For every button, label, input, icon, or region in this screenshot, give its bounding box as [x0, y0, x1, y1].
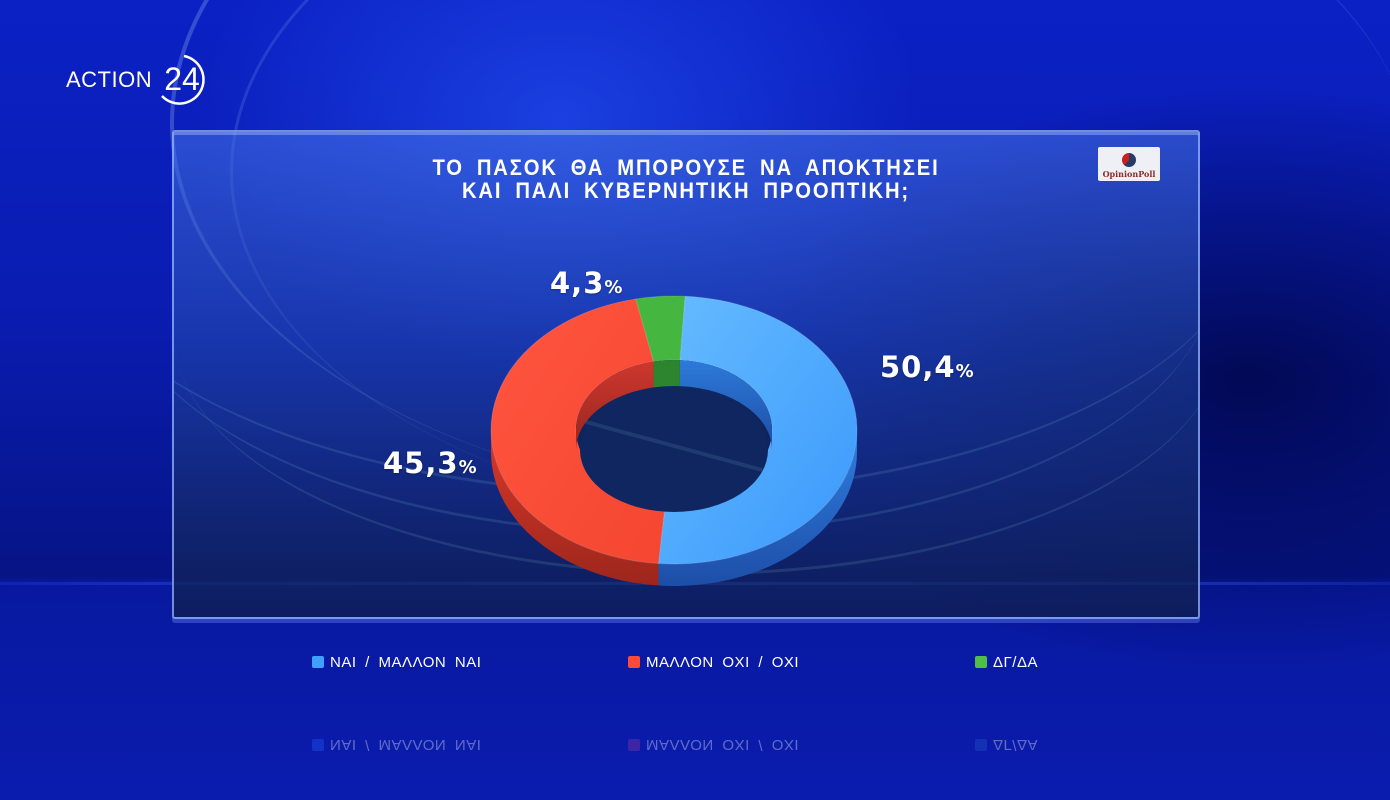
donut-inner-wall: [576, 361, 654, 450]
donut-side-wall: [491, 430, 659, 586]
svg-text:24: 24: [164, 61, 200, 97]
logo-24-circle-icon: 24: [161, 54, 205, 105]
legend-reflection-label: ΝΑΙ / ΜΑΛΛΟΝ ΝΑΙ: [330, 736, 482, 754]
value-percent: %: [955, 361, 975, 382]
legend-reflection-label: ΜΑΛΛΟΝ ΟΧΙ / ΟΧΙ: [646, 736, 800, 754]
legend-item-no: ΜΑΛΛΟΝ ΟΧΙ / ΟΧΙ: [628, 653, 800, 671]
hole-light-streak: [585, 420, 763, 472]
donut-group: [490, 295, 858, 586]
logo-text: ACTION: [66, 67, 153, 92]
legend-swatch-blue: [312, 656, 324, 668]
legend-reflection-swatch: [975, 739, 987, 751]
value-label-no: 45,3%: [383, 446, 478, 480]
opinionpoll-logo-text: OpinionPoll: [1102, 169, 1156, 179]
legend-item-yes: ΝΑΙ / ΜΑΛΛΟΝ ΝΑΙ: [312, 653, 482, 671]
legend-reflection-yes: ΝΑΙ / ΜΑΛΛΟΝ ΝΑΙ: [312, 736, 482, 754]
opinionpoll-pie-icon: [1122, 153, 1136, 167]
action24-logo: ACTION 24: [66, 52, 212, 108]
value-label-yes: 50,4%: [880, 350, 975, 384]
donut-inner-wall: [679, 360, 772, 450]
legend-label: ΔΓ/ΔΑ: [993, 653, 1038, 671]
legend-reflection-no: ΜΑΛΛΟΝ ΟΧΙ / ΟΧΙ: [628, 736, 800, 754]
donut-hole-floor: [580, 388, 768, 512]
legend-reflection-swatch: [628, 739, 640, 751]
value-number: 4,3: [550, 266, 605, 300]
legend-item-dk: ΔΓ/ΔΑ: [975, 653, 1038, 671]
value-percent: %: [458, 457, 478, 478]
legend-swatch-green: [975, 656, 987, 668]
donut-inner-wall: [653, 360, 680, 388]
legend-reflection-label: ΔΓ/ΔΑ: [993, 736, 1038, 754]
legend-reflection-swatch: [312, 739, 324, 751]
chart-title: ΤΟ ΠΑΣΟΚ ΘΑ ΜΠΟΡΟΥΣΕ ΝΑ ΑΠΟΚΤΗΣΕΙ ΚΑΙ ΠΑ…: [174, 156, 1198, 202]
legend-swatch-red: [628, 656, 640, 668]
opinionpoll-logo: OpinionPoll: [1098, 147, 1160, 181]
title-line-1: ΤΟ ΠΑΣΟΚ ΘΑ ΜΠΟΡΟΥΣΕ ΝΑ ΑΠΟΚΤΗΣΕΙ: [432, 155, 940, 180]
value-label-dk: 4,3%: [550, 266, 623, 300]
value-percent: %: [604, 277, 624, 298]
legend-label: ΜΑΛΛΟΝ ΟΧΙ / ΟΧΙ: [646, 653, 800, 671]
legend-reflection-dk: ΔΓ/ΔΑ: [975, 736, 1038, 754]
title-line-2: ΚΑΙ ΠΑΛΙ ΚΥΒΕΡΝΗΤΙΚΗ ΠΡΟΟΠΤΙΚΗ;: [461, 178, 911, 203]
legend-label: ΝΑΙ / ΜΑΛΛΟΝ ΝΑΙ: [330, 653, 482, 671]
donut-side-wall: [658, 430, 857, 586]
legend-reflection: ΝΑΙ / ΜΑΛΛΟΝ ΝΑΙ ΜΑΛΛΟΝ ΟΧΙ / ΟΧΙ ΔΓ/ΔΑ: [312, 736, 1072, 754]
value-number: 50,4: [880, 350, 956, 384]
value-number: 45,3: [383, 446, 459, 480]
